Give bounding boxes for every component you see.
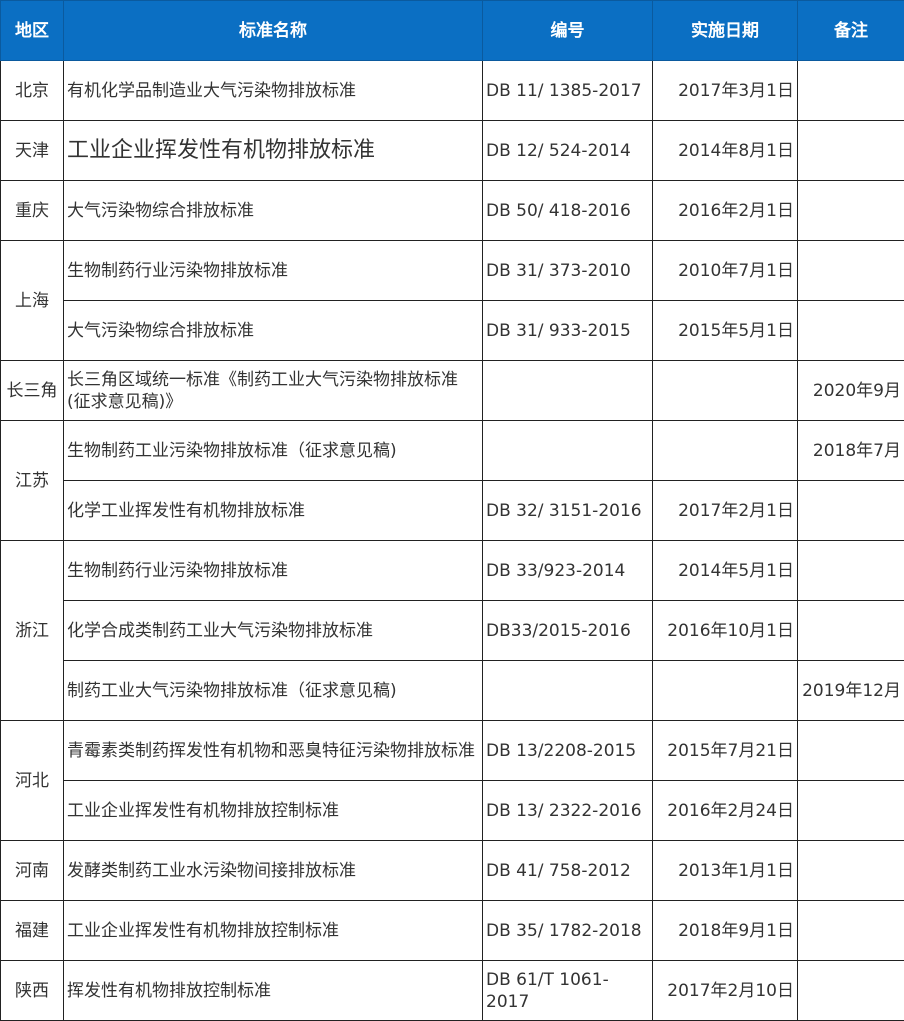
table-row: 天津 工业企业挥发性有机物排放标准 DB 12/ 524-2014 2014年8月1日 (0, 120, 904, 181)
table-row: 长三角 长三角区域统一标准《制药工业大气污染物排放标准(征求意见稿)》 2020年9… (0, 360, 904, 421)
standard-code-cell: DB 11/ 1385-2017 (482, 60, 653, 121)
standard-name-cell: 工业企业挥发性有机物排放标准 (63, 120, 483, 181)
note-cell (797, 480, 904, 541)
region-cell: 重庆 (0, 180, 64, 241)
col-header-code: 编号 (482, 0, 653, 61)
note-cell (797, 180, 904, 241)
table-row: 重庆 大气污染物综合排放标准 DB 50/ 418-2016 2016年2月1日 (0, 180, 904, 241)
note-cell (797, 540, 904, 601)
table-row: 陕西 挥发性有机物排放控制标准 DB 61/T 1061-2017 2017年2月10… (0, 960, 904, 1021)
region-cell: 河北 (0, 720, 64, 841)
col-header-date: 实施日期 (652, 0, 798, 61)
effective-date-cell (652, 360, 798, 421)
standard-name-cell: 大气污染物综合排放标准 (63, 300, 483, 361)
note-cell: 2019年12月 (797, 660, 904, 721)
standard-code-cell: DB 31/ 373-2010 (482, 240, 653, 301)
note-cell (797, 960, 904, 1021)
effective-date-cell: 2016年2月24日 (652, 780, 798, 841)
effective-date-cell: 2014年8月1日 (652, 120, 798, 181)
note-cell (797, 900, 904, 961)
region-cell: 陕西 (0, 960, 64, 1021)
col-header-name: 标准名称 (63, 0, 483, 61)
table-row: 江苏 生物制药工业污染物排放标准（征求意见稿) 2018年7月 (0, 420, 904, 541)
table-row: 化学工业挥发性有机物排放标准 DB 32/ 3151-2016 2017年2月1日 (1, 480, 904, 541)
table-row: 工业企业挥发性有机物排放控制标准 DB 13/ 2322-2016 2016年2月2… (1, 780, 904, 841)
note-cell (797, 600, 904, 661)
note-cell (797, 120, 904, 181)
standard-code-cell: DB33/2015-2016 (482, 600, 653, 661)
standard-code-cell (482, 360, 653, 421)
col-header-note: 备注 (797, 0, 904, 61)
standard-name-cell: 发酵类制药工业水污染物间接排放标准 (63, 840, 483, 901)
table-row: 浙江 生物制药行业污染物排放标准 DB 33/923-2014 2014年5月1日 (0, 540, 904, 721)
standard-name-cell: 工业企业挥发性有机物排放控制标准 (63, 780, 483, 841)
region-cell: 上海 (0, 240, 64, 361)
region-cell: 河南 (0, 840, 64, 901)
note-cell (797, 300, 904, 361)
effective-date-cell: 2017年2月1日 (652, 480, 798, 541)
standard-code-cell (482, 420, 653, 481)
header-row: 地区 标准名称 编号 实施日期 备注 (0, 0, 904, 61)
standard-code-cell: DB 13/ 2322-2016 (482, 780, 653, 841)
note-cell (797, 240, 904, 301)
region-cell: 北京 (0, 60, 64, 121)
effective-date-cell: 2016年10月1日 (652, 600, 798, 661)
table-row: 福建 工业企业挥发性有机物排放控制标准 DB 35/ 1782-2018 2018年9… (0, 900, 904, 961)
table-row: 制药工业大气污染物排放标准（征求意见稿) 2019年12月 (1, 660, 904, 721)
standard-name-cell: 长三角区域统一标准《制药工业大气污染物排放标准(征求意见稿)》 (63, 360, 483, 421)
effective-date-cell: 2017年2月10日 (652, 960, 798, 1021)
standard-name-cell: 工业企业挥发性有机物排放控制标准 (63, 900, 483, 961)
note-cell (797, 60, 904, 121)
effective-date-cell: 2015年5月1日 (652, 300, 798, 361)
standard-name-cell: 挥发性有机物排放控制标准 (63, 960, 483, 1021)
col-header-region: 地区 (0, 0, 64, 61)
table-row: 河南 发酵类制药工业水污染物间接排放标准 DB 41/ 758-2012 2013年1… (0, 840, 904, 901)
region-cell: 江苏 (0, 420, 64, 541)
effective-date-cell: 2018年9月1日 (652, 900, 798, 961)
table-row: 大气污染物综合排放标准 DB 31/ 933-2015 2015年5月1日 (1, 300, 904, 361)
effective-date-cell: 2013年1月1日 (652, 840, 798, 901)
effective-date-cell: 2010年7月1日 (652, 240, 798, 301)
note-cell (797, 720, 904, 781)
standard-name-cell: 生物制药行业污染物排放标准 (63, 540, 483, 601)
region-cell: 天津 (0, 120, 64, 181)
standard-code-cell: DB 41/ 758-2012 (482, 840, 653, 901)
note-cell: 2018年7月 (797, 420, 904, 481)
note-cell: 2020年9月 (797, 360, 904, 421)
standard-name-cell: 制药工业大气污染物排放标准（征求意见稿) (63, 660, 483, 721)
effective-date-cell (652, 660, 798, 721)
effective-date-cell: 2017年3月1日 (652, 60, 798, 121)
standard-code-cell: DB 32/ 3151-2016 (482, 480, 653, 541)
effective-date-cell: 2014年5月1日 (652, 540, 798, 601)
note-cell (797, 840, 904, 901)
standard-code-cell (482, 660, 653, 721)
standard-name-cell: 大气污染物综合排放标准 (63, 180, 483, 241)
standard-code-cell: DB 13/2208-2015 (482, 720, 653, 781)
region-cell: 长三角 (0, 360, 64, 421)
standard-name-cell: 生物制药行业污染物排放标准 (63, 240, 483, 301)
table-row: 化学合成类制药工业大气污染物排放标准 DB33/2015-2016 2016年10月… (1, 600, 904, 661)
region-cell: 福建 (0, 900, 64, 961)
effective-date-cell (652, 420, 798, 481)
standard-code-cell: DB 12/ 524-2014 (482, 120, 653, 181)
standard-name-cell: 有机化学品制造业大气污染物排放标准 (63, 60, 483, 121)
note-cell (797, 780, 904, 841)
standard-name-cell: 生物制药工业污染物排放标准（征求意见稿) (63, 420, 483, 481)
standard-code-cell: DB 31/ 933-2015 (482, 300, 653, 361)
standard-code-cell: DB 61/T 1061-2017 (482, 960, 653, 1021)
standard-code-cell: DB 35/ 1782-2018 (482, 900, 653, 961)
standard-name-cell: 化学合成类制药工业大气污染物排放标准 (63, 600, 483, 661)
effective-date-cell: 2016年2月1日 (652, 180, 798, 241)
table-row: 北京 有机化学品制造业大气污染物排放标准 DB 11/ 1385-2017 2017年… (0, 60, 904, 121)
standard-name-cell: 青霉素类制药挥发性有机物和恶臭特征污染物排放标准 (63, 720, 483, 781)
standard-code-cell: DB 33/923-2014 (482, 540, 653, 601)
table-row: 河北 青霉素类制药挥发性有机物和恶臭特征污染物排放标准 DB 13/2208-201… (0, 720, 904, 841)
standard-code-cell: DB 50/ 418-2016 (482, 180, 653, 241)
table-row: 上海 生物制药行业污染物排放标准 DB 31/ 373-2010 2010年7月1日 (0, 240, 904, 361)
region-cell: 浙江 (0, 540, 64, 721)
standard-name-cell: 化学工业挥发性有机物排放标准 (63, 480, 483, 541)
effective-date-cell: 2015年7月21日 (652, 720, 798, 781)
